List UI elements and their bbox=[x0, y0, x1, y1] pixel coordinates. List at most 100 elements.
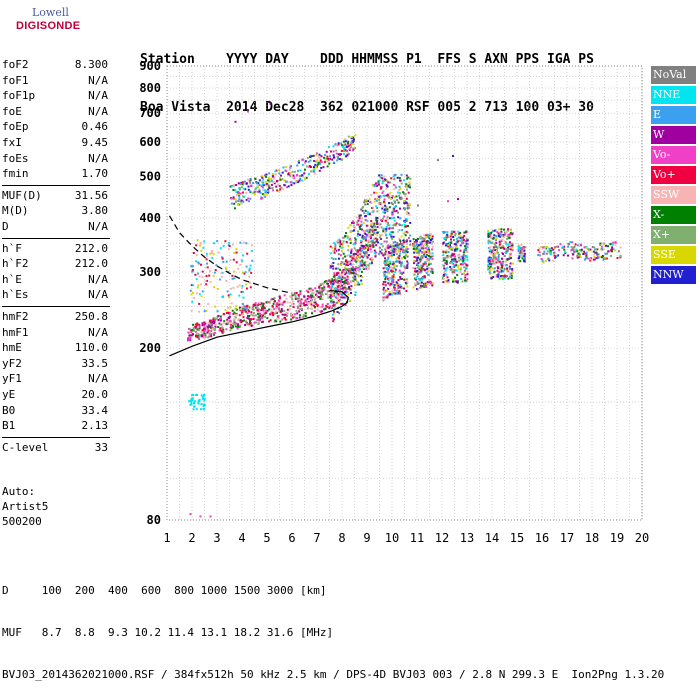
echo-point bbox=[595, 251, 598, 254]
echo-point bbox=[238, 314, 241, 317]
echo-point bbox=[304, 178, 306, 181]
echo-point bbox=[554, 246, 557, 249]
echo-point bbox=[406, 281, 409, 284]
echo-point bbox=[238, 188, 241, 191]
echo-point bbox=[487, 257, 490, 260]
echo-point bbox=[390, 202, 393, 204]
echo-point bbox=[315, 165, 318, 168]
echo-point bbox=[278, 169, 281, 172]
echo-point bbox=[579, 249, 582, 252]
echo-point bbox=[229, 319, 232, 322]
echo-point bbox=[461, 261, 464, 264]
echo-point bbox=[207, 336, 210, 339]
echo-point bbox=[345, 271, 347, 274]
echo-point bbox=[371, 260, 373, 263]
echo-point bbox=[451, 271, 454, 274]
echo-point bbox=[257, 302, 260, 305]
echo-point bbox=[458, 232, 461, 235]
echo-point bbox=[299, 178, 302, 180]
echo-point bbox=[431, 237, 434, 240]
echo-point bbox=[202, 403, 205, 406]
echo-point bbox=[546, 250, 549, 253]
echo-point bbox=[235, 193, 238, 196]
echo-point bbox=[593, 246, 596, 249]
echo-point bbox=[349, 224, 352, 227]
echo-point bbox=[403, 179, 405, 182]
echo-point bbox=[492, 251, 495, 254]
echo-point bbox=[230, 302, 233, 305]
echo-point bbox=[406, 243, 409, 245]
echo-point bbox=[262, 178, 265, 181]
echo-point bbox=[546, 246, 549, 248]
echo-point bbox=[249, 179, 252, 182]
echo-point bbox=[500, 269, 503, 272]
echo-point bbox=[423, 284, 426, 287]
echo-point bbox=[374, 232, 377, 235]
echo-point bbox=[459, 263, 462, 266]
echo-point bbox=[370, 257, 373, 259]
echo-point bbox=[500, 271, 503, 273]
echo-point bbox=[332, 288, 335, 291]
echo-point bbox=[279, 297, 281, 300]
echo-point bbox=[407, 225, 409, 227]
echo-point bbox=[216, 240, 219, 243]
echo-point bbox=[367, 266, 369, 268]
echo-point bbox=[316, 308, 319, 311]
echo-point bbox=[385, 221, 388, 224]
echo-point bbox=[585, 253, 588, 256]
echo-point bbox=[452, 265, 455, 268]
echo-point bbox=[200, 408, 202, 411]
echo-point bbox=[310, 296, 313, 299]
echo-point bbox=[457, 240, 459, 243]
echo-point bbox=[353, 138, 355, 141]
echo-point bbox=[491, 254, 494, 257]
echo-point bbox=[399, 277, 402, 280]
param-name: fmin bbox=[2, 167, 29, 181]
echo-point bbox=[400, 262, 403, 265]
echo-point bbox=[593, 256, 596, 258]
echo-point bbox=[337, 301, 340, 304]
echo-point bbox=[199, 242, 202, 245]
echo-point bbox=[205, 266, 208, 269]
echo-point bbox=[330, 294, 333, 297]
echo-point bbox=[487, 229, 490, 232]
echo-point bbox=[383, 275, 386, 278]
echo-point bbox=[376, 197, 379, 200]
echo-point bbox=[589, 258, 592, 261]
echo-point bbox=[492, 248, 495, 251]
echo-point bbox=[544, 259, 547, 262]
echo-point bbox=[409, 243, 412, 246]
echo-point bbox=[392, 278, 395, 281]
echo-point bbox=[248, 315, 251, 317]
echo-point bbox=[239, 319, 242, 322]
echo-point bbox=[210, 330, 213, 332]
echo-point bbox=[332, 145, 335, 148]
echo-point bbox=[303, 314, 306, 317]
echo-point bbox=[240, 199, 243, 202]
echo-point bbox=[244, 271, 247, 273]
echo-point bbox=[245, 283, 248, 286]
echo-point bbox=[284, 318, 287, 321]
echo-point bbox=[409, 221, 412, 224]
echo-point bbox=[338, 275, 340, 278]
echo-point bbox=[262, 311, 265, 314]
echo-point bbox=[415, 239, 417, 242]
echo-point bbox=[191, 270, 194, 273]
echo-point bbox=[283, 294, 286, 297]
echo-point bbox=[297, 297, 300, 300]
echo-point bbox=[487, 231, 490, 234]
echo-point bbox=[495, 273, 498, 276]
echo-point bbox=[374, 182, 377, 185]
echo-point bbox=[387, 272, 390, 275]
echo-point bbox=[195, 408, 198, 411]
echo-point bbox=[307, 160, 310, 163]
echo-point bbox=[463, 245, 466, 248]
echo-point bbox=[387, 221, 389, 224]
echo-point bbox=[497, 275, 500, 278]
echo-point bbox=[603, 257, 605, 260]
echo-point bbox=[398, 237, 401, 240]
echo-point bbox=[370, 262, 373, 265]
echo-point bbox=[406, 177, 408, 180]
echo-point bbox=[356, 267, 359, 269]
echo-point bbox=[254, 187, 257, 190]
